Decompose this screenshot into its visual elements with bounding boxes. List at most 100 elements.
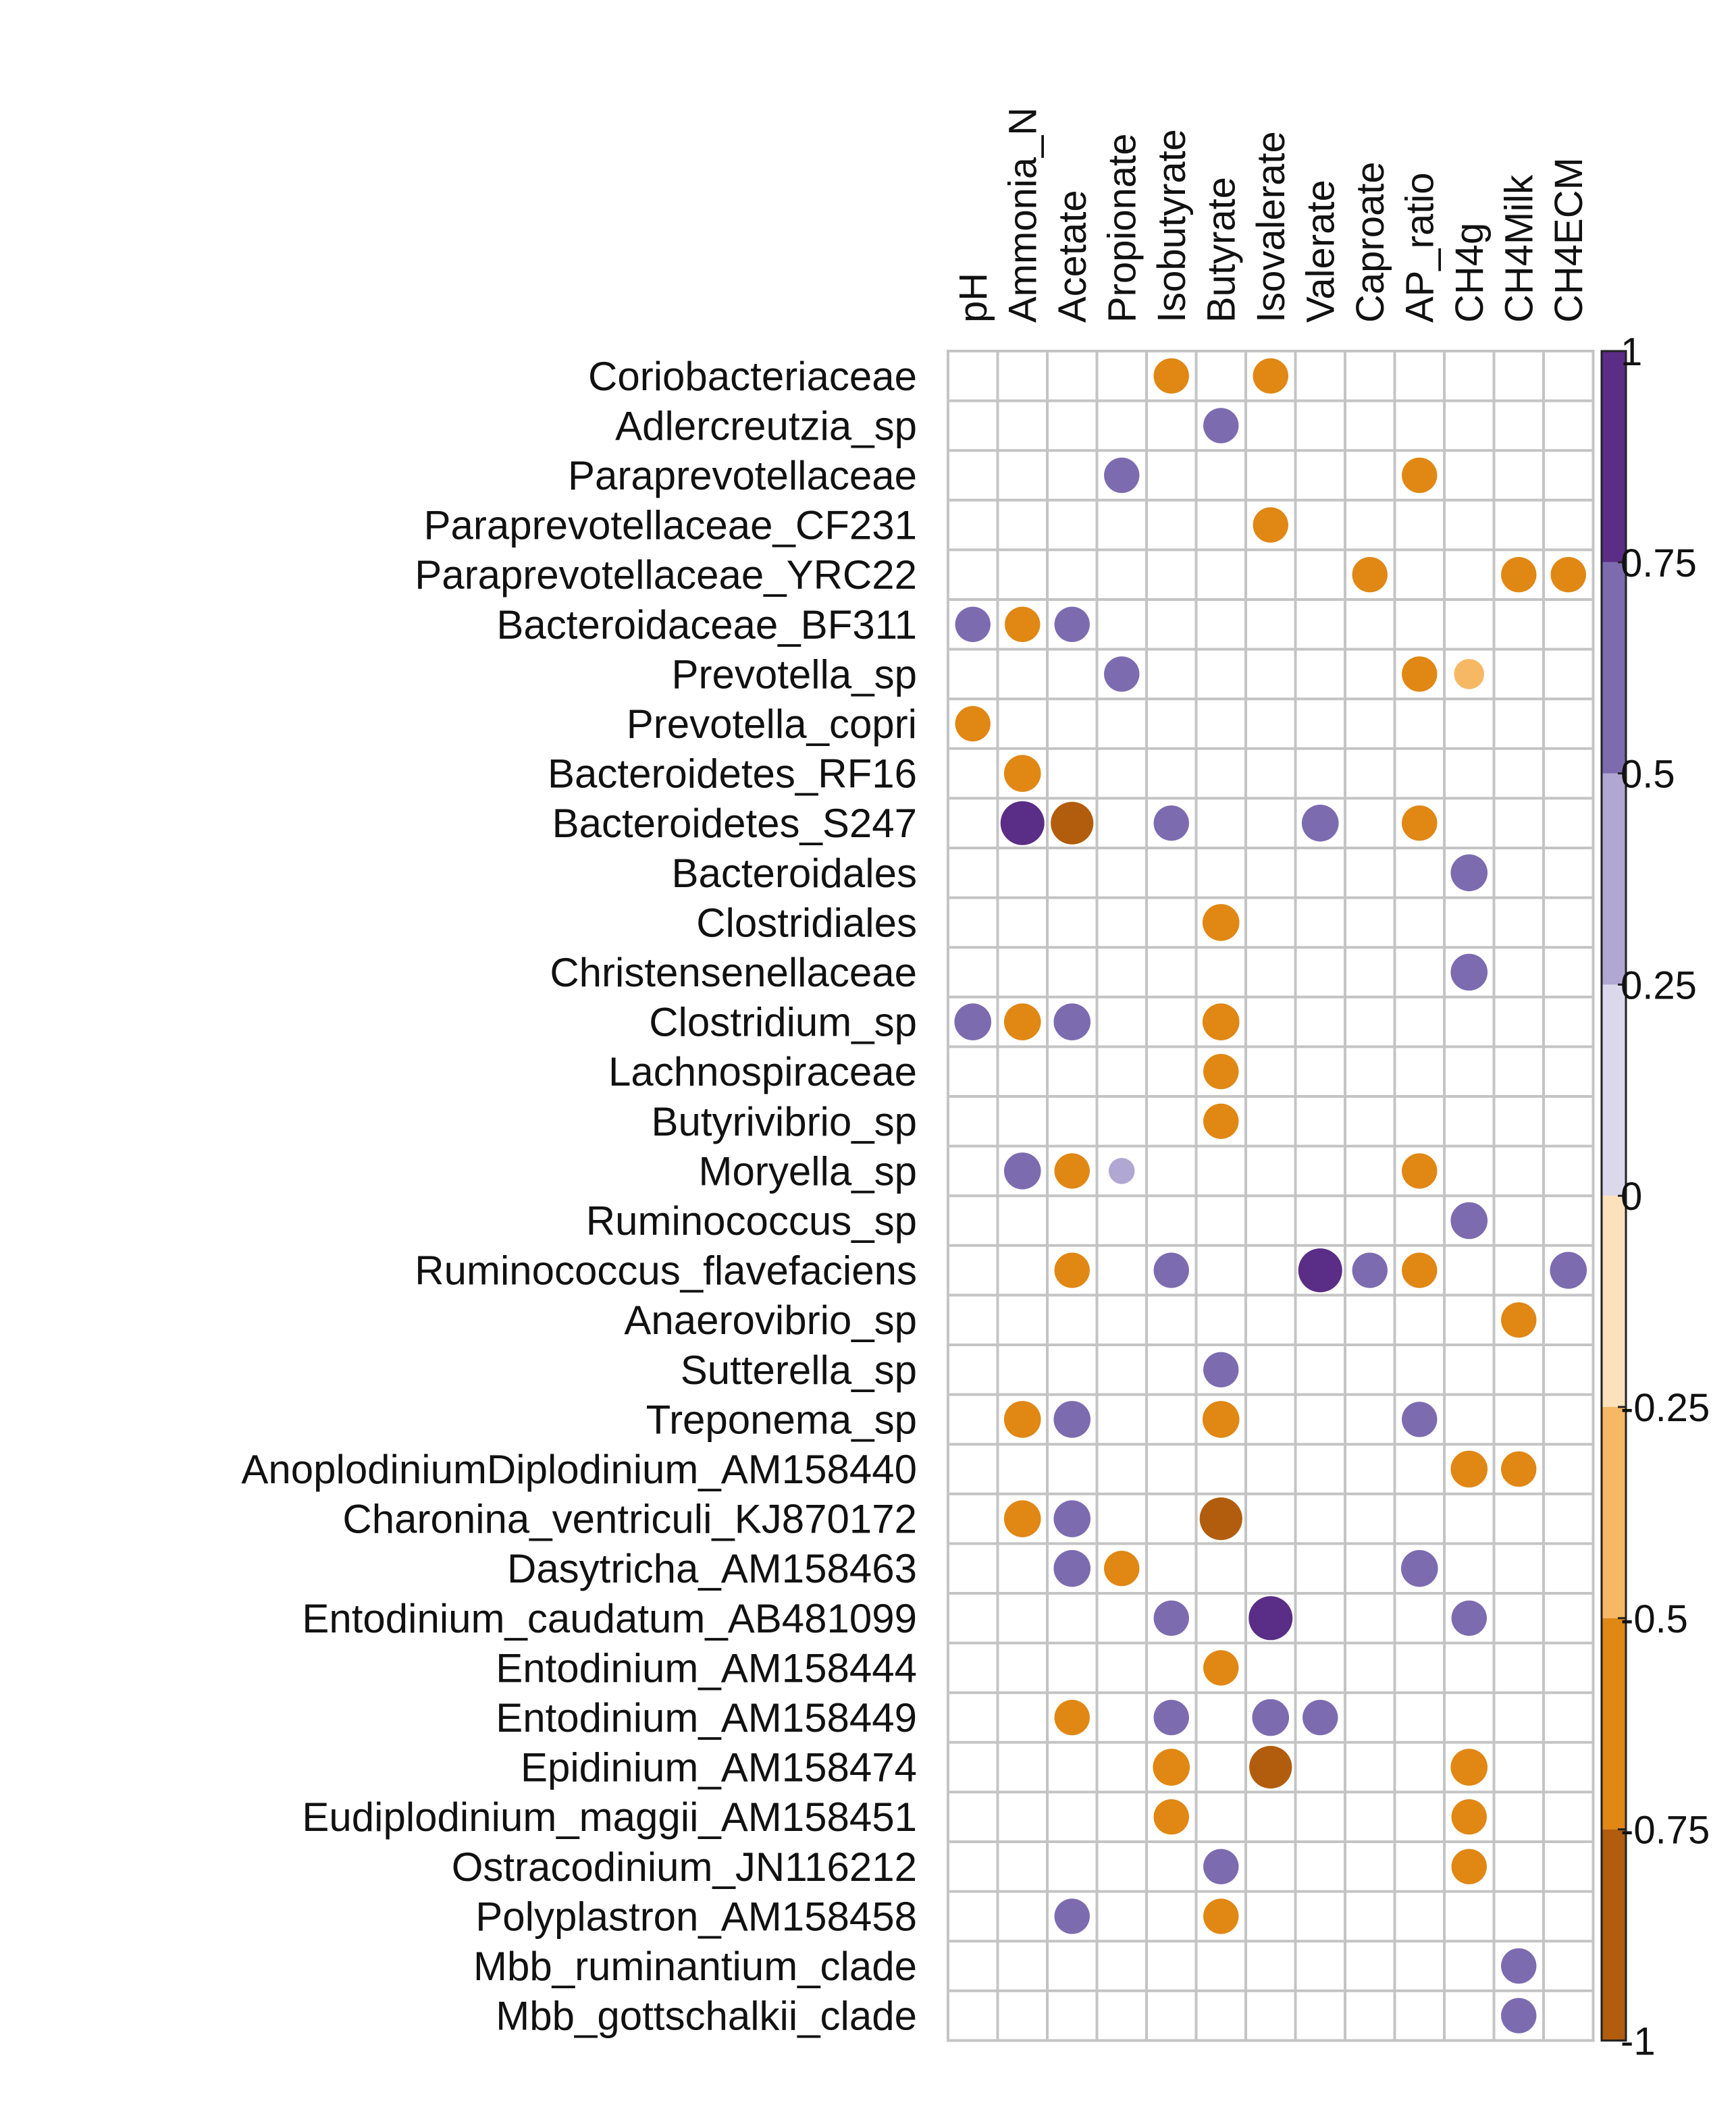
correlation-circle — [954, 1003, 992, 1040]
row-label: Christensenellaceae — [550, 950, 917, 995]
correlation-circle — [1402, 457, 1438, 494]
legend-color-bin — [1602, 1196, 1626, 1407]
correlation-circle — [1108, 1158, 1135, 1184]
correlation-circle — [1450, 1202, 1488, 1240]
row-label: Paraprevotellaceae — [568, 453, 917, 498]
correlation-circle — [1153, 358, 1189, 394]
row-label: Eudiplodinium_maggii_AM158451 — [302, 1794, 917, 1840]
correlation-circle — [1153, 1600, 1189, 1636]
row-label: Ruminococcus_flavefaciens — [415, 1248, 917, 1294]
correlation-circle — [1053, 1500, 1091, 1537]
column-labels: pH Ammonia_N Acetate Propionate Isobutyrate B… — [951, 107, 1591, 323]
row-label: Entodinium_AM158444 — [496, 1645, 917, 1691]
legend-color-bin — [1602, 1618, 1626, 1830]
correlation-circle — [1104, 1551, 1140, 1587]
row-label: Lachnospiraceae — [608, 1049, 917, 1094]
column-label: CH4Milk — [1497, 174, 1541, 323]
correlation-circle — [1501, 557, 1537, 593]
row-label: Clostridiales — [696, 900, 917, 945]
column-label: Caproate — [1348, 161, 1392, 323]
row-label: Mbb_ruminantium_clade — [473, 1944, 917, 1989]
correlation-circle — [1053, 1003, 1091, 1040]
correlation-circle — [1352, 557, 1388, 593]
correlation-circle — [1501, 1998, 1537, 2033]
row-label: Entodinium_AM158449 — [496, 1695, 917, 1740]
correlation-circle — [1003, 1003, 1041, 1040]
correlation-circle — [1199, 1497, 1242, 1541]
legend-color-bin — [1602, 984, 1626, 1196]
correlation-circle — [1054, 1699, 1090, 1736]
correlation-circle — [1400, 1549, 1438, 1587]
row-label: Bacteroidetes_RF16 — [548, 751, 917, 797]
correlation-circle — [1248, 1596, 1293, 1641]
correlation-circle — [1501, 1948, 1537, 1984]
correlation-circle — [1203, 1352, 1239, 1387]
row-label: Paraprevotellaceae_YRC22 — [415, 552, 917, 597]
correlation-circle — [1249, 1746, 1292, 1789]
correlation-circle — [1451, 1600, 1487, 1636]
column-label: Ammonia_N — [1001, 107, 1045, 323]
correlation-circle — [1054, 1153, 1090, 1189]
correlation-circle — [1451, 1849, 1487, 1884]
correlation-circle — [1104, 457, 1140, 494]
correlation-circle — [1054, 606, 1090, 642]
correlation-circle — [1450, 854, 1488, 892]
row-label: Prevotella_copri — [627, 701, 917, 747]
row-label: Bacteroidetes_S247 — [552, 801, 917, 846]
correlation-circle — [1450, 953, 1488, 991]
correlation-circle — [1203, 1849, 1239, 1884]
correlation-circle — [1402, 656, 1438, 692]
column-label: CH4g — [1448, 223, 1492, 323]
legend-color-bin — [1602, 773, 1626, 985]
correlation-circle — [1202, 904, 1240, 941]
correlation-circle — [1003, 1401, 1041, 1438]
correlation-circle — [1203, 1103, 1239, 1140]
correlation-circle — [1053, 1401, 1091, 1438]
row-label: Clostridium_sp — [649, 1000, 917, 1045]
legend-tick-label: -0.5 — [1621, 1597, 1688, 1641]
correlation-circle — [1550, 557, 1586, 593]
correlation-circle — [1252, 1699, 1290, 1736]
correlation-circle — [1153, 1252, 1189, 1288]
correlation-circle — [1153, 805, 1189, 841]
row-label: AnoplodiniumDiplodinium_AM158440 — [241, 1447, 917, 1492]
column-label: Isovalerate — [1249, 131, 1293, 323]
legend-tick-label: 0.5 — [1621, 753, 1675, 797]
row-label: Ruminococcus_sp — [586, 1198, 917, 1244]
row-label: Prevotella_sp — [671, 651, 917, 697]
legend-tick-label: 0.75 — [1621, 541, 1697, 585]
row-label: Mbb_gottschalkii_clade — [496, 1994, 917, 2039]
correlation-circle — [1053, 1549, 1091, 1587]
legend-tick-label: 1 — [1621, 330, 1642, 374]
legend-tick-label: -1 — [1621, 2019, 1656, 2063]
column-label: Isobutyrate — [1150, 129, 1194, 323]
column-label: AP_ratio — [1398, 173, 1442, 323]
row-label: Anaerovibrio_sp — [624, 1298, 917, 1343]
legend-color-bin — [1602, 562, 1626, 774]
legend-tick-label: -0.75 — [1621, 1809, 1710, 1853]
legend-color-bin — [1602, 351, 1626, 562]
row-label: Coriobacteriaceae — [588, 354, 917, 399]
correlation-circle — [1153, 1699, 1189, 1736]
legend-tick-label: 0.25 — [1621, 963, 1697, 1007]
legend-color-bin — [1602, 1407, 1626, 1618]
correlation-circle — [1005, 606, 1041, 642]
correlation-circle — [1000, 801, 1045, 845]
correlation-circle — [1298, 1248, 1342, 1293]
correlation-circle — [1003, 1500, 1041, 1537]
grid — [947, 350, 1595, 2042]
row-label: Butyrivibrio_sp — [652, 1099, 918, 1144]
correlation-circle — [1202, 1003, 1240, 1040]
correlation-circle — [1202, 1401, 1240, 1438]
correlation-circle — [1054, 1898, 1090, 1934]
correlation-circle — [1253, 507, 1288, 543]
correlation-circle — [1501, 1451, 1537, 1487]
column-label: Valerate — [1298, 180, 1342, 323]
correlation-circle — [1301, 804, 1339, 842]
row-label: Polyplastron_AM158458 — [475, 1894, 917, 1939]
row-label: Moryella_sp — [699, 1148, 917, 1194]
correlation-circle — [1451, 1799, 1487, 1835]
column-label: Propionate — [1100, 133, 1144, 323]
